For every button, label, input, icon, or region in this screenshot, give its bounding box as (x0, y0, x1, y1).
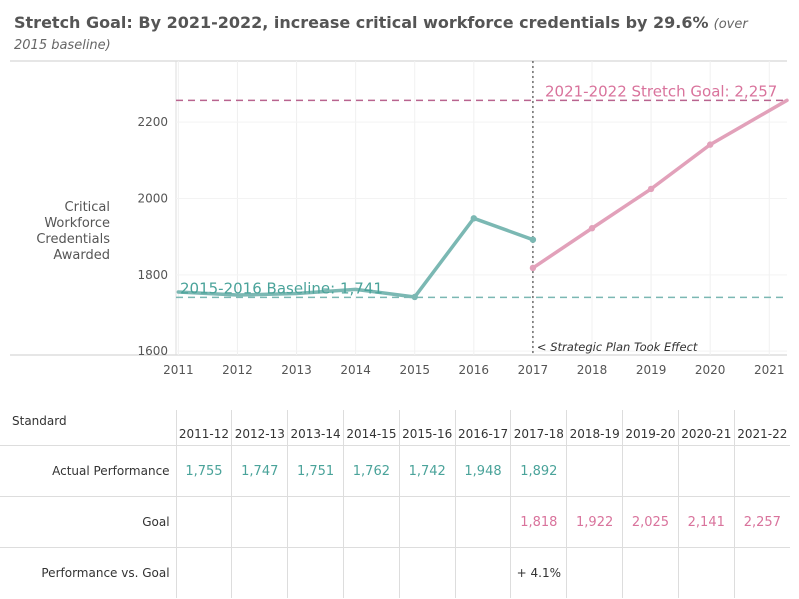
x-tick-label: 2015 (399, 363, 430, 377)
x-tick-label: 2011 (163, 363, 194, 377)
y-tick-label: 2200 (137, 115, 168, 129)
table-cell: 1,755 (175, 445, 232, 497)
table-cell: 2,257 (733, 496, 790, 548)
table-cell: 1,742 (398, 445, 456, 497)
strategic-plan-label: < Strategic Plan Took Effect (537, 340, 698, 354)
x-tick-label: 2014 (340, 363, 371, 377)
table-cell (677, 445, 735, 497)
row-label: Actual Performance (0, 445, 177, 497)
table-cell: 1,948 (454, 445, 511, 497)
row-label: Goal (0, 496, 177, 548)
table-cell (566, 547, 623, 598)
table-cell: 1,747 (231, 445, 288, 497)
table-cell (342, 547, 400, 598)
table-cell (231, 496, 288, 548)
x-tick-label: 2020 (695, 363, 726, 377)
table-cell (398, 496, 456, 548)
table-cell (398, 547, 456, 598)
goal-point (529, 264, 537, 272)
table-row: Goal 1,818 1,922 2,025 2,141 2,257 (0, 496, 790, 548)
stretch-goal-label: 2021-2022 Stretch Goal: 2,257 (545, 82, 777, 100)
actual-point (470, 215, 478, 222)
year-header: 2011-12 (175, 410, 232, 446)
table-cell (454, 547, 511, 598)
actual-point (529, 236, 537, 243)
table-cell: 1,751 (287, 445, 344, 497)
table-cell: 2,141 (677, 496, 735, 548)
y-tick-label: 1600 (137, 344, 168, 358)
x-tick-label: 2012 (222, 363, 253, 377)
y-tick-label: 1800 (137, 268, 168, 282)
table-cell (622, 547, 679, 598)
table-cell: 1,922 (566, 496, 623, 548)
year-header: 2012-13 (231, 410, 288, 446)
year-header: 2019-20 (622, 410, 679, 446)
table-cell (622, 445, 679, 497)
data-table: Standard 2011-12 2012-13 2013-14 2014-15 2015… (0, 410, 790, 598)
year-header: 2020-21 (677, 410, 735, 446)
table-cell: 2,025 (622, 496, 679, 548)
table-cell (733, 547, 790, 598)
year-header: 2013-14 (287, 410, 344, 446)
table-cell (733, 445, 790, 497)
table-cell (287, 496, 344, 548)
x-tick-label: 2017 (518, 363, 549, 377)
goal-point (706, 141, 714, 148)
line-chart: 2011 2012 2013 2014 2015 2016 2017 2018 2019 2020… (10, 60, 789, 377)
table-cell: + 4.1% (510, 547, 567, 598)
year-header: 2016-17 (454, 410, 511, 446)
y-axis-label: Critical Workforce Credentials Awarded (36, 200, 110, 263)
year-header: 2014-15 (342, 410, 400, 446)
row-label: Performance vs. Goal (0, 547, 177, 598)
table-cell: 1,892 (510, 445, 567, 497)
chart-title: Stretch Goal: By 2021-2022, increase cri… (14, 13, 794, 55)
year-header: 2017-18 (510, 410, 567, 446)
standard-label: Standard (12, 414, 67, 428)
table-cell (231, 547, 288, 598)
x-tick-label: 2021 (754, 363, 785, 377)
goal-point (588, 225, 596, 232)
year-header: 2015-16 (398, 410, 456, 446)
table-cell (175, 496, 232, 548)
x-tick-label: 2016 (459, 363, 490, 377)
table-cell (287, 547, 344, 598)
table-cell (454, 496, 511, 548)
table-row: Performance vs. Goal + 4.1% (0, 547, 790, 598)
year-header: 2018-19 (566, 410, 623, 446)
table-cell (175, 547, 232, 598)
actual-point (411, 293, 418, 301)
title-main: Stretch Goal: By 2021-2022, increase cri… (14, 13, 709, 32)
y-tick-label: 2000 (137, 191, 168, 205)
table-cell (342, 496, 400, 548)
x-tick-label: 2018 (577, 363, 608, 377)
table-cell (677, 547, 735, 598)
title-sub-1: (over (713, 17, 748, 32)
goal-series-line (531, 98, 789, 270)
table-row: Actual Performance 1,755 1,747 1,751 1,762 1,… (0, 445, 790, 497)
table-cell: 1,762 (342, 445, 400, 497)
year-header: 2021-22 (733, 410, 790, 446)
x-tick-label: 2013 (281, 363, 312, 377)
baseline-label: 2015-2016 Baseline: 1,741 (180, 279, 383, 297)
title-sub-2: 2015 baseline) (14, 38, 111, 53)
goal-point (647, 185, 655, 193)
table-cell: 1,818 (510, 496, 567, 548)
table-cell (566, 445, 623, 497)
x-tick-label: 2019 (636, 363, 667, 377)
